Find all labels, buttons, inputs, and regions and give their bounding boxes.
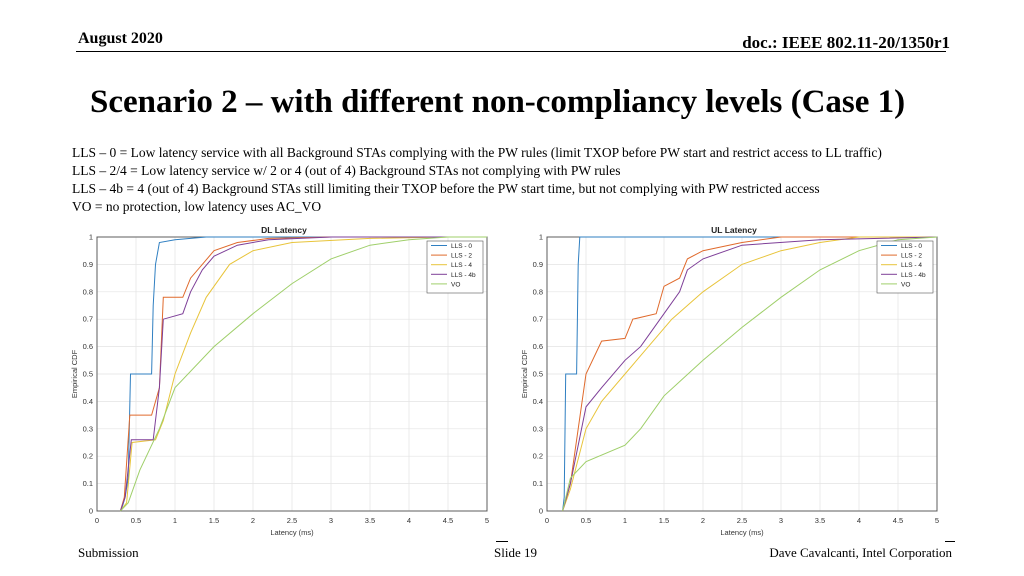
x-tick-label: 0.5 [131,516,141,525]
y-tick-label: 0.7 [83,315,93,324]
y-tick-label: 0.9 [83,260,93,269]
x-tick-label: 1.5 [659,516,669,525]
x-tick-label: 4.5 [443,516,453,525]
y-tick-label: 0.6 [533,342,543,351]
x-tick-label: 2 [701,516,705,525]
legend-entry: LLS - 0 [901,243,922,250]
legend-entry: LLS - 4 [901,262,922,269]
series-line [119,236,487,512]
x-axis-label: Latency (ms) [720,528,764,537]
series-line [562,236,937,512]
x-tick-label: 5 [485,516,489,525]
x-tick-label: 5 [935,516,939,525]
legend-entry: LLS - 4 [451,262,472,269]
series-line [562,236,938,512]
chart-title: UL Latency [711,225,757,235]
footer-slide-number: Slide 19 [494,545,537,560]
x-tick-label: 1 [173,516,177,525]
footer-author: Dave Cavalcanti, Intel Corporation [769,545,952,560]
legend-entry: LLS - 4b [451,272,476,279]
x-tick-label: 0 [545,516,549,525]
y-tick-label: 0 [539,507,543,516]
x-tick-label: 4 [407,516,411,525]
legend-entry: VO [901,281,910,288]
y-tick-label: 0.4 [83,397,93,406]
legend-notes: LLS – 0 = Low latency service with all B… [72,144,882,216]
x-tick-label: 3 [329,516,333,525]
chart-title: DL Latency [261,225,307,235]
x-tick-label: 2.5 [287,516,297,525]
series-line [120,236,487,512]
header-divider [76,51,946,52]
y-axis-label: Empirical CDF [520,349,529,398]
y-tick-label: 0.2 [533,452,543,461]
x-tick-label: 2 [251,516,255,525]
header-doc-id: doc.: IEEE 802.11-20/1350r1 [742,33,950,52]
y-tick-label: 0.1 [83,479,93,488]
y-tick-label: 0.9 [533,260,543,269]
x-tick-label: 0 [95,516,99,525]
footer-center-mark [496,541,508,542]
x-tick-label: 3.5 [365,516,375,525]
slide-title: Scenario 2 – with different non-complian… [90,84,906,120]
legend-entry: VO [451,281,460,288]
ul-latency-chart: 0 0.5 1 1.5 2 2.5 3 3.5 4 4.5 5 0 0.1 0.2 0.3 0.4 0.5 0.6… [520,225,939,537]
y-tick-label: 1 [89,233,93,242]
y-tick-label: 0.2 [83,452,93,461]
y-tick-label: 0.5 [533,370,543,379]
footer-right-mark [945,541,955,542]
y-tick-label: 0.8 [83,287,93,296]
series-line [562,236,937,512]
dl-latency-chart: 0 0.5 1 1.5 2 2.5 3 3.5 4 4.5 5 0 0.1 0.2 0.3 0.4 0.5 0.6… [70,225,489,537]
y-tick-label: 0 [89,507,93,516]
x-tick-label: 0.5 [581,516,591,525]
y-tick-label: 0.7 [533,315,543,324]
y-tick-label: 1 [539,233,543,242]
footer-submission: Submission [78,545,139,560]
y-tick-label: 0.1 [533,479,543,488]
x-tick-label: 4 [857,516,861,525]
note-lls-0: LLS – 0 = Low latency service with all B… [72,145,882,160]
note-lls-4b: LLS – 4b = 4 (out of 4) Background STAs … [72,181,820,196]
x-tick-label: 1.5 [209,516,219,525]
header-date: August 2020 [78,30,163,47]
x-axis-label: Latency (ms) [270,528,314,537]
x-tick-label: 3 [779,516,783,525]
y-tick-label: 0.8 [533,287,543,296]
series-line [562,236,937,512]
series-line [119,236,487,512]
legend-entry: LLS - 2 [901,253,922,260]
y-tick-label: 0.6 [83,342,93,351]
series-line [562,236,938,512]
y-tick-label: 0.4 [533,397,543,406]
legend-entry: LLS - 2 [451,253,472,260]
x-tick-label: 2.5 [737,516,747,525]
x-tick-label: 1 [623,516,627,525]
x-tick-label: 4.5 [893,516,903,525]
note-vo: VO = no protection, low latency uses AC_… [72,199,322,214]
series-line [120,236,487,512]
y-tick-label: 0.3 [83,424,93,433]
note-lls-2-4: LLS – 2/4 = Low latency service w/ 2 or … [72,163,621,178]
y-tick-label: 0.3 [533,424,543,433]
x-tick-label: 3.5 [815,516,825,525]
legend-entry: LLS - 4b [901,272,926,279]
y-tick-label: 0.5 [83,370,93,379]
legend-entry: LLS - 0 [451,243,472,250]
y-axis-label: Empirical CDF [70,349,79,398]
